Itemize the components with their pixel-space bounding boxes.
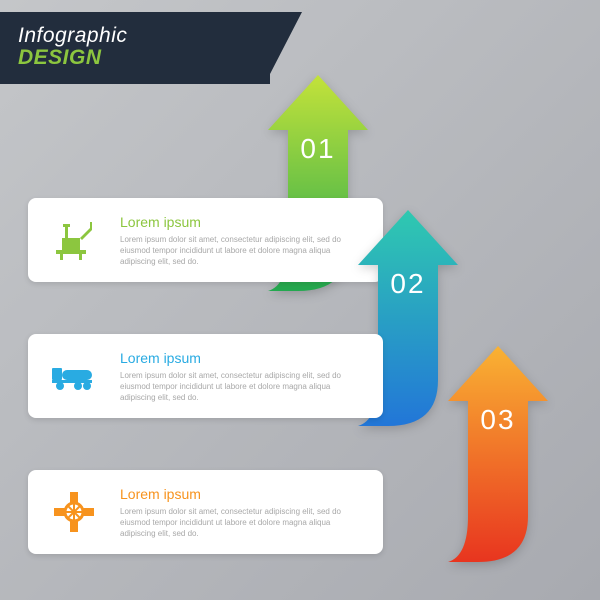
step-number-2: 02: [358, 268, 458, 300]
card-1: Lorem ipsum Lorem ipsum dolor sit amet, …: [28, 198, 383, 282]
card-title-2: Lorem ipsum: [120, 350, 365, 366]
card-2: Lorem ipsum Lorem ipsum dolor sit amet, …: [28, 334, 383, 418]
step-number-1: 01: [268, 133, 368, 165]
tanker-truck-icon: [46, 348, 102, 404]
card-title-1: Lorem ipsum: [120, 214, 365, 230]
header-banner: Infographic DESIGN: [0, 12, 270, 84]
arrow-3: 03: [448, 346, 548, 562]
oil-rig-icon: [46, 212, 102, 268]
pipe-valve-icon: [46, 484, 102, 540]
card-body-2: Lorem ipsum dolor sit amet, consectetur …: [120, 371, 365, 403]
card-title-3: Lorem ipsum: [120, 486, 365, 502]
arrow-shape-3: [448, 346, 548, 562]
card-body-1: Lorem ipsum dolor sit amet, consectetur …: [120, 235, 365, 267]
card-3: Lorem ipsum Lorem ipsum dolor sit amet, …: [28, 470, 383, 554]
header-line2: DESIGN: [18, 46, 252, 70]
header-line1: Infographic: [18, 24, 252, 48]
card-body-3: Lorem ipsum dolor sit amet, consectetur …: [120, 507, 365, 539]
step-number-3: 03: [448, 404, 548, 436]
